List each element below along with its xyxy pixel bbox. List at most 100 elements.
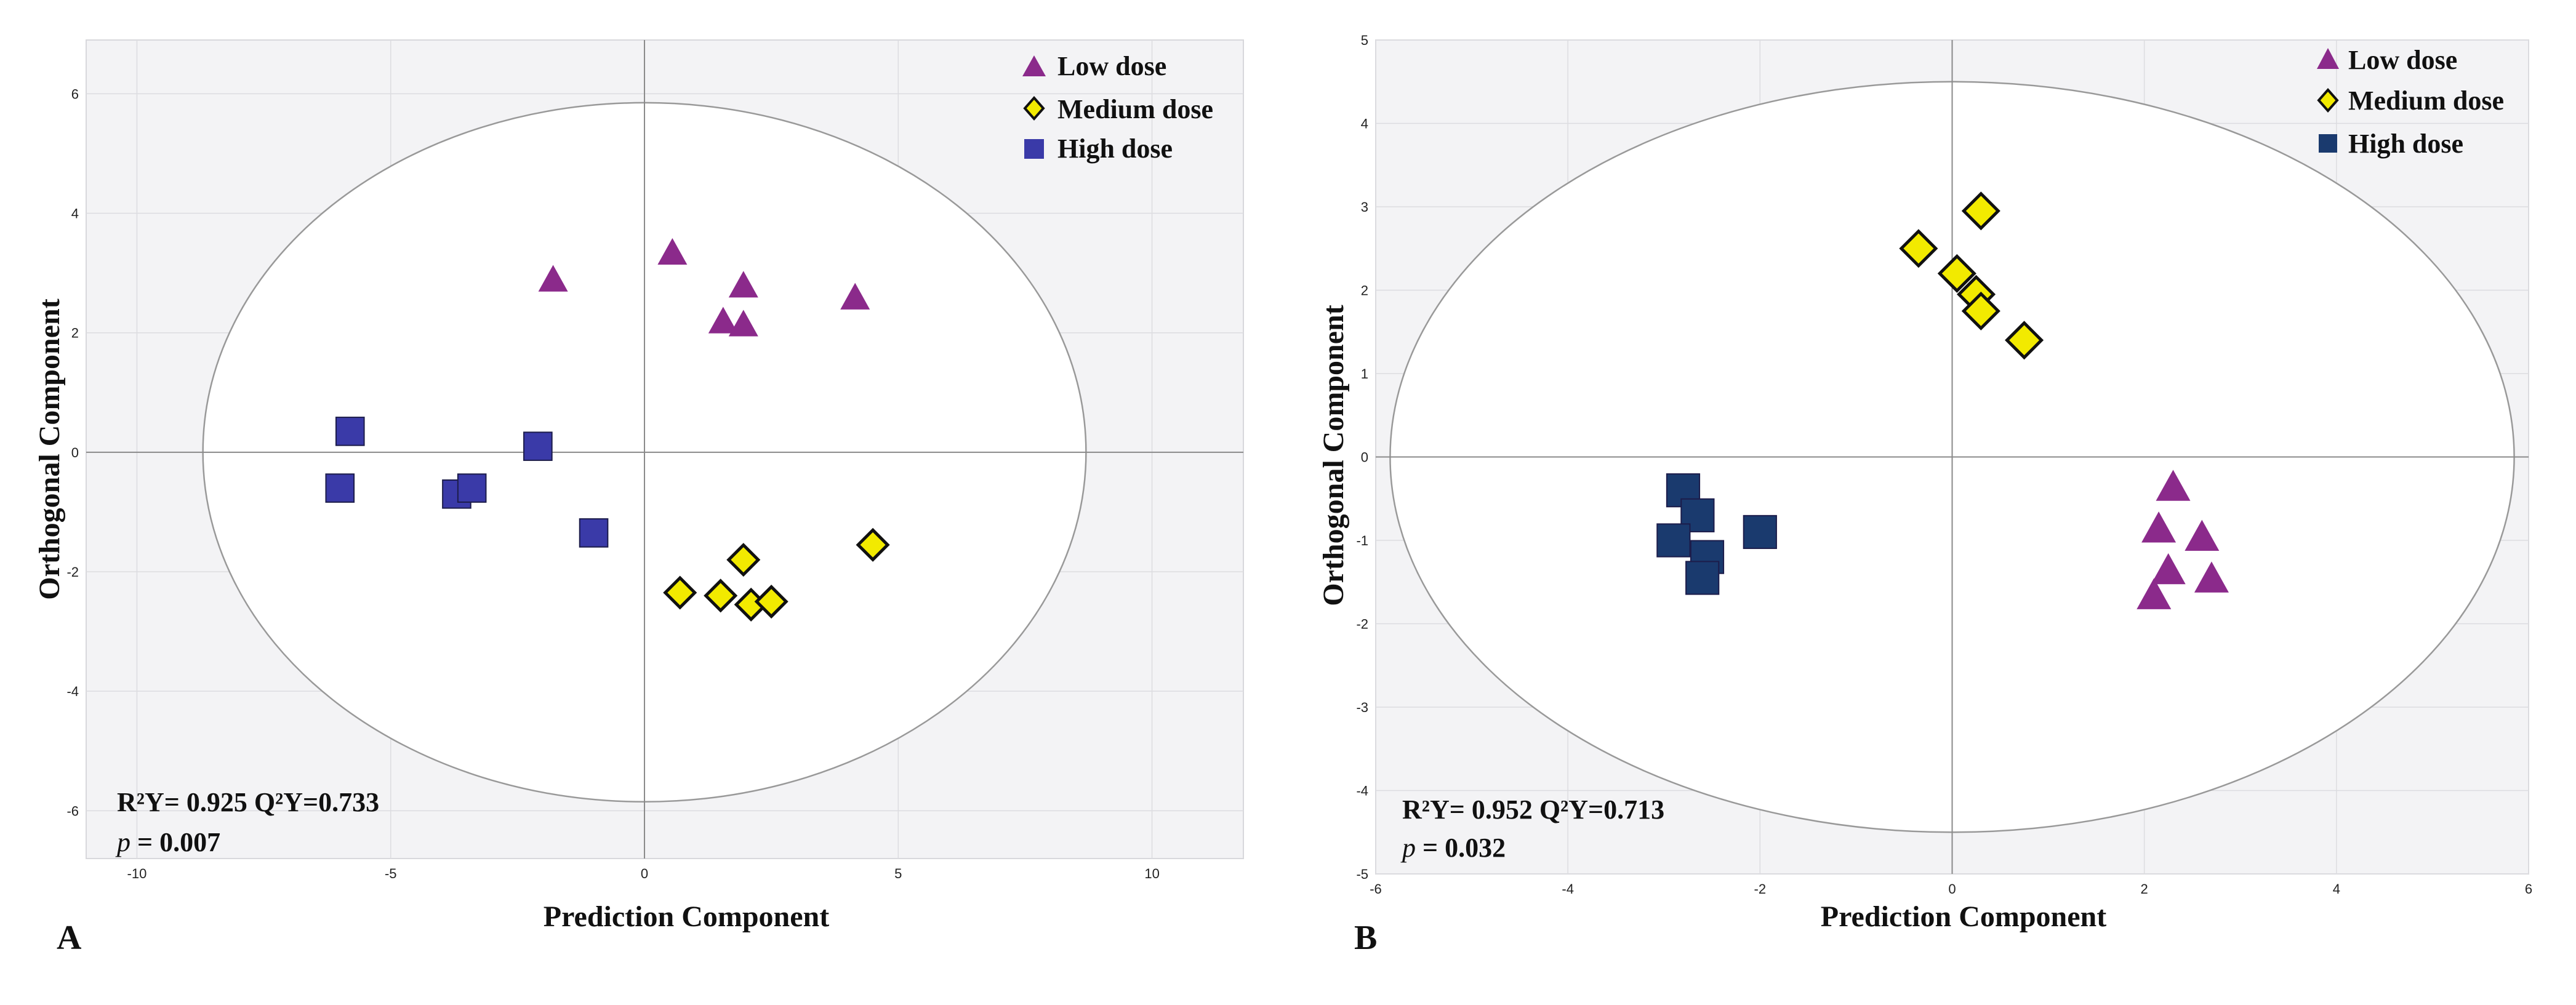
panel-b-x-axis-title: Prediction Component xyxy=(1821,900,2106,933)
panel-b: -6 -4 -2 0 2 4 6 -5 -4 -3 -2 -1 0 1 2 3 4 5 Low dose Medi… xyxy=(1317,33,2532,957)
panel-b-p-value: p = 0.032 xyxy=(1400,833,1506,863)
y-tick-label: 0 xyxy=(1361,450,1368,465)
panel-a-points xyxy=(325,238,890,622)
panel-b-y-axis-title: Orthogonal Component xyxy=(1317,305,1350,606)
x-tick-label: 2 xyxy=(2141,881,2148,897)
low-dose-point xyxy=(2194,561,2229,593)
x-tick-label: -5 xyxy=(385,866,397,881)
p-symbol: p xyxy=(115,827,130,857)
legend-label: Low dose xyxy=(2348,45,2457,75)
panel-a-x-axis-title: Prediction Component xyxy=(544,900,829,933)
low-dose-point xyxy=(2156,470,2191,501)
panel-a: -10 -5 0 5 10 -6 -4 -2 0 2 4 6 Low dose Medium dose… xyxy=(33,39,1244,957)
y-tick-label: 2 xyxy=(1361,283,1368,298)
panel-a-r2-q2: R²Y= 0.925 Q²Y=0.733 xyxy=(117,787,379,817)
panel-b-zero-axes xyxy=(1376,40,2529,874)
x-tick-label: 10 xyxy=(1144,866,1159,881)
medium-dose-point xyxy=(704,579,738,613)
panel-a-label: A xyxy=(57,919,82,957)
legend-diamond-marker xyxy=(2317,87,2339,113)
x-tick-label: -6 xyxy=(1370,881,1382,897)
y-tick-label: 6 xyxy=(71,86,79,102)
panel-b-legend: Low dose Medium dose High dose xyxy=(2317,45,2504,159)
y-tick-label: 3 xyxy=(1361,199,1368,215)
low-dose-point xyxy=(2185,519,2220,551)
medium-dose-point xyxy=(1899,229,1938,268)
low-dose-point xyxy=(657,238,688,265)
low-dose-point xyxy=(840,282,870,310)
panel-a-y-axis-title: Orthogonal Component xyxy=(33,298,66,599)
legend-label: Low dose xyxy=(1057,51,1166,81)
medium-dose-point xyxy=(663,575,697,610)
legend-diamond-marker xyxy=(1023,95,1045,121)
y-tick-label: 1 xyxy=(1361,366,1368,382)
y-tick-label: 2 xyxy=(71,326,79,341)
y-tick-label: -2 xyxy=(66,564,79,580)
low-dose-point xyxy=(538,265,568,292)
legend-triangle-marker xyxy=(2317,48,2339,69)
x-tick-label: -4 xyxy=(1562,881,1574,897)
low-dose-point xyxy=(708,306,738,334)
legend-label: High dose xyxy=(1057,134,1173,164)
medium-dose-point xyxy=(726,543,761,577)
legend-item-medium-dose: Medium dose xyxy=(2317,86,2504,116)
panel-b-r2-q2: R²Y= 0.952 Q²Y=0.713 xyxy=(1402,795,1664,825)
y-tick-label: -1 xyxy=(1356,533,1368,548)
high-dose-point xyxy=(335,417,365,446)
panel-b-points xyxy=(1656,191,2229,609)
x-tick-label: -2 xyxy=(1754,881,1767,897)
low-dose-point xyxy=(2151,553,2186,585)
medium-dose-point xyxy=(2005,321,2044,360)
legend-label: Medium dose xyxy=(2348,86,2504,116)
x-tick-label: -10 xyxy=(127,866,147,881)
high-dose-point xyxy=(1656,523,1691,558)
panel-a-legend: Low dose Medium dose High dose xyxy=(1022,51,1213,164)
legend-label: High dose xyxy=(2348,129,2463,159)
y-tick-label: -5 xyxy=(1356,867,1368,882)
high-dose-point xyxy=(523,431,553,461)
medium-dose-point xyxy=(1961,291,2000,330)
legend-square-marker xyxy=(1024,139,1044,159)
legend-triangle-marker xyxy=(1022,55,1046,76)
y-tick-label: 4 xyxy=(1361,116,1368,132)
low-dose-point xyxy=(2137,578,2172,609)
p-value-text: = 0.032 xyxy=(1416,833,1506,863)
legend-item-low-dose: Low dose xyxy=(1022,51,1166,81)
y-tick-label: 5 xyxy=(1361,33,1368,48)
panel-b-tick-labels: -6 -4 -2 0 2 4 6 -5 -4 -3 -2 -1 0 1 2 3 4 5 xyxy=(1356,33,2532,897)
legend-square-marker xyxy=(2319,134,2337,153)
legend-item-high-dose: High dose xyxy=(1024,134,1173,164)
legend-item-medium-dose: Medium dose xyxy=(1023,94,1213,124)
high-dose-point xyxy=(1743,515,1777,550)
low-dose-point xyxy=(728,310,758,337)
high-dose-point xyxy=(325,473,355,503)
medium-dose-point xyxy=(1961,191,2000,231)
p-value-text: = 0.007 xyxy=(130,827,220,857)
legend-item-low-dose: Low dose xyxy=(2317,45,2457,75)
panel-a-zero-axes xyxy=(86,40,1243,859)
y-tick-label: -3 xyxy=(1356,700,1368,715)
legend-item-high-dose: High dose xyxy=(2319,129,2463,159)
p-symbol: p xyxy=(1400,833,1416,863)
low-dose-point xyxy=(2141,511,2177,543)
high-dose-point xyxy=(579,518,609,548)
y-tick-label: -6 xyxy=(66,803,79,819)
x-tick-label: 4 xyxy=(2333,881,2340,897)
y-tick-label: 0 xyxy=(71,445,79,460)
legend-label: Medium dose xyxy=(1057,94,1213,124)
x-tick-label: 0 xyxy=(1948,881,1956,897)
medium-dose-point xyxy=(1937,254,1976,293)
medium-dose-point xyxy=(754,585,788,619)
x-tick-label: 6 xyxy=(2525,881,2532,897)
x-tick-label: 5 xyxy=(894,866,902,881)
y-tick-label: 4 xyxy=(71,206,79,222)
x-tick-label: 0 xyxy=(641,866,648,881)
low-dose-point xyxy=(728,271,758,298)
panel-b-label: B xyxy=(1354,919,1377,957)
high-dose-point xyxy=(1685,561,1720,595)
medium-dose-point xyxy=(856,527,890,562)
high-dose-point xyxy=(457,473,487,503)
y-tick-label: -4 xyxy=(1356,783,1368,799)
y-tick-label: -4 xyxy=(66,684,79,699)
